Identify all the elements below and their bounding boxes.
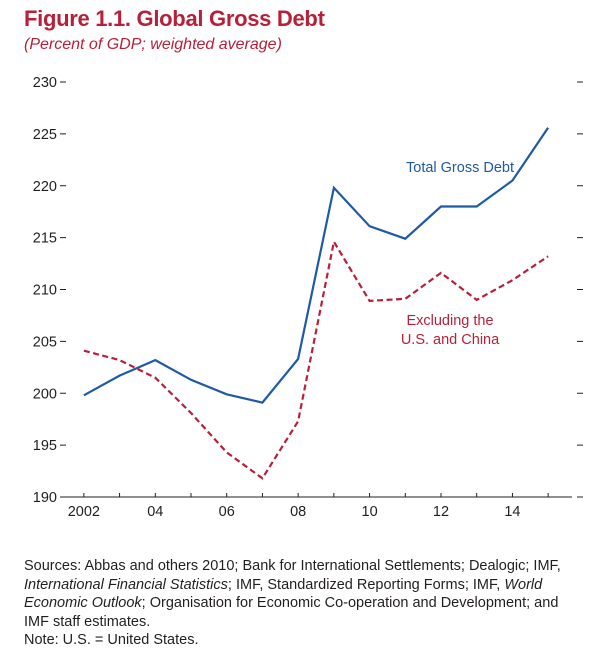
y-tick-label: 205 (33, 334, 57, 350)
series-line-excluding-us-china (83, 238, 549, 480)
series-line-total-gross-debt (83, 127, 550, 404)
sources-weo: World Economic Outlook (24, 576, 543, 612)
y-tick-label: 195 (33, 438, 57, 454)
y-tick-label: 225 (33, 127, 57, 143)
series-label-total-gross-debt: Total Gross Debt (406, 160, 514, 176)
y-tick-label: 200 (33, 386, 57, 402)
y-tick-label: 210 (33, 283, 57, 299)
chart-subtitle: (Percent of GDP; weighted average) (24, 36, 282, 53)
x-tick-label: 14 (504, 504, 520, 520)
series-label-excluding-us-china: U.S. and China (401, 332, 500, 348)
series-label-excluding-us-china: Excluding the (406, 313, 493, 329)
x-tick-label: 08 (290, 504, 306, 520)
x-tick-label: 10 (362, 504, 378, 520)
y-tick-label: 215 (33, 231, 57, 247)
sources-mid: ; IMF, Standardized Reporting Forms; IMF… (227, 576, 501, 593)
sources-notes: Sources: Abbas and others 2010; Bank for… (24, 557, 584, 650)
y-tick-label: 230 (33, 75, 57, 91)
x-tick-label: 12 (433, 504, 449, 520)
y-tick-label: 220 (33, 179, 57, 195)
x-tick-label: 2002 (68, 504, 100, 520)
sources-suffix: ; Organisation for Economic Co-operation… (24, 595, 559, 630)
sources-text: Sources: Abbas and others 2010; Bank for… (24, 557, 584, 631)
x-tick-label: 04 (147, 504, 163, 520)
x-tick-label: 06 (219, 504, 235, 520)
note-text: Note: U.S. = United States. (24, 632, 199, 649)
sources-ifs: International Financial Statistics (24, 576, 228, 593)
chart-title: Figure 1.1. Global Gross Debt (24, 6, 325, 31)
y-tick-label: 190 (33, 490, 57, 506)
sources-prefix: Sources: Abbas and others 2010; Bank for… (24, 558, 561, 574)
